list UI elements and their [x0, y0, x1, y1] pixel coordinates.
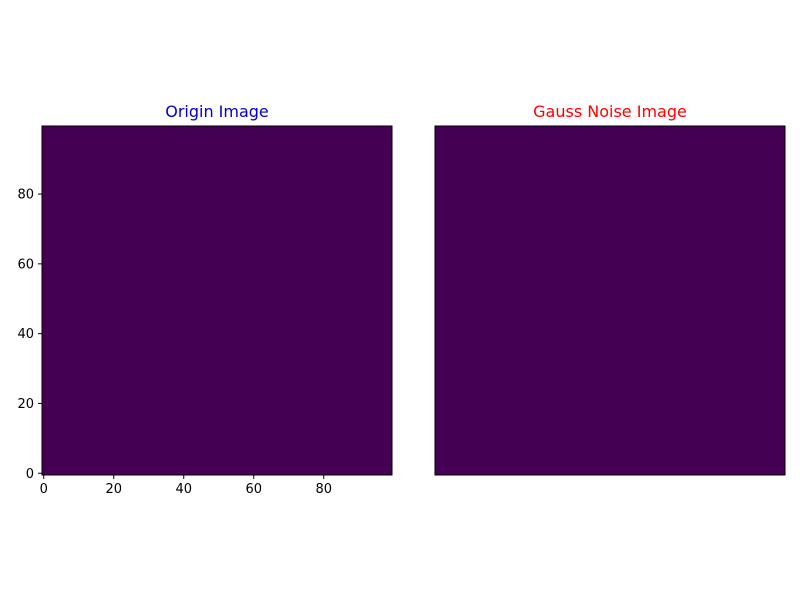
panel-title-noise: Gauss Noise Image: [533, 102, 687, 121]
y-tick-label: 0: [26, 467, 34, 482]
x-axis-origin: 0 20 40 60 80: [40, 475, 332, 497]
y-tick-label: 60: [17, 257, 34, 272]
axes-frame-origin: [41, 125, 393, 476]
heatmap-noise: [435, 126, 785, 475]
x-tick-label: 0: [40, 482, 48, 497]
panel-noise: Gauss Noise Image: [434, 102, 786, 476]
heatmap-origin: [42, 126, 392, 475]
panel-origin: Origin Image 0 20 40 60 80 0 20 40 60 80: [17, 102, 393, 497]
panel-title-origin: Origin Image: [165, 102, 269, 121]
x-tick-label: 20: [105, 482, 122, 497]
y-tick-label: 80: [17, 188, 34, 203]
y-tick-label: 40: [17, 327, 34, 342]
x-tick-label: 60: [245, 482, 262, 497]
y-tick-label: 20: [17, 397, 34, 412]
y-axis-origin: 0 20 40 60 80: [17, 188, 42, 482]
heatmap-background: [435, 126, 785, 475]
x-tick-label: 80: [315, 482, 332, 497]
heatmap-background: [42, 126, 392, 475]
x-tick-label: 40: [175, 482, 192, 497]
axes-frame-noise: [434, 125, 786, 476]
